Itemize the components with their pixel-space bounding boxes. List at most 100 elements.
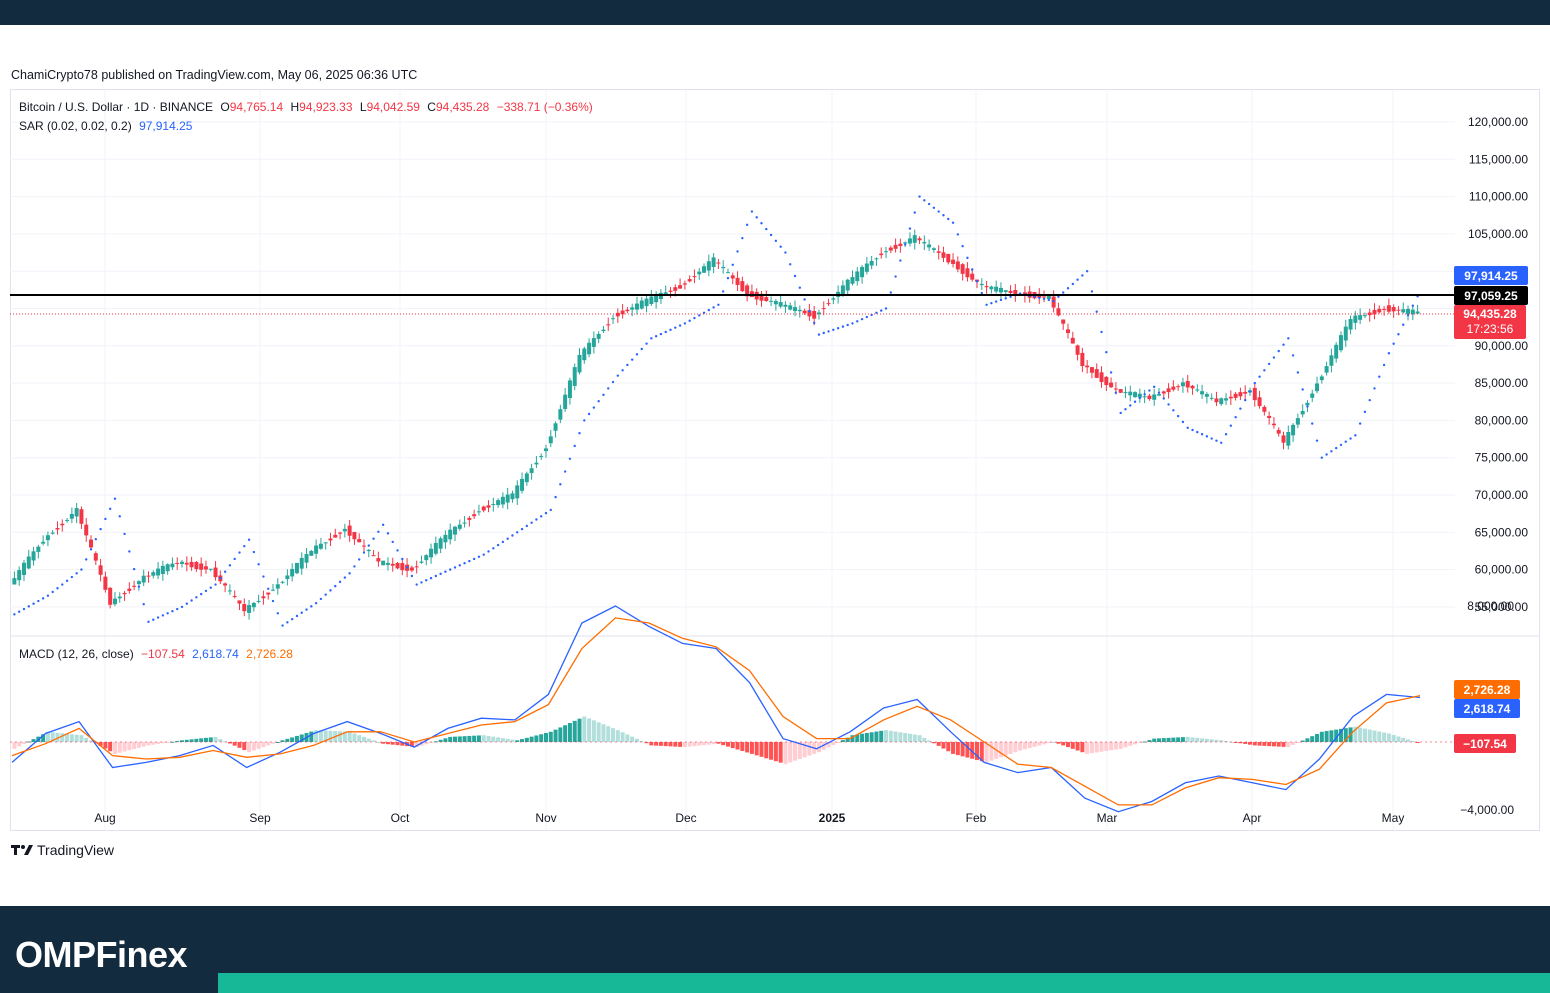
candle-body — [922, 241, 927, 244]
sar-price-text: 97,914.25 — [1464, 269, 1518, 283]
macd-hist-bar — [931, 742, 936, 744]
sar-dot — [348, 572, 351, 575]
sar-dot — [199, 592, 203, 596]
candle-body — [663, 292, 668, 295]
macd-hist-bar — [946, 742, 951, 752]
sar-dot — [334, 584, 337, 588]
sar-dot — [947, 217, 950, 221]
sar-dot — [1272, 356, 1276, 359]
macd-hist-bar — [702, 742, 707, 746]
candle-body — [721, 266, 726, 269]
candle-body — [31, 551, 36, 561]
candle-body — [414, 566, 419, 568]
candle-body — [318, 543, 323, 549]
candle-body — [644, 298, 649, 307]
candle-body — [1377, 308, 1382, 313]
candle-body — [1391, 307, 1396, 312]
macd-hist-bar — [409, 742, 414, 747]
candle-body — [673, 287, 678, 291]
candle-body — [505, 494, 510, 503]
candle-body — [491, 504, 496, 506]
macd-hist-bar — [850, 735, 855, 742]
macd-hist-bar — [1209, 739, 1214, 742]
candle-body — [1089, 367, 1094, 373]
sar-dot — [525, 524, 529, 528]
sar-dot — [774, 239, 778, 243]
candle-body — [1291, 424, 1296, 436]
macd-hist-bar — [984, 742, 989, 763]
macd-hist-bar — [424, 742, 429, 745]
sar-dot — [372, 537, 375, 540]
candle-body — [1396, 309, 1401, 311]
sar-dot — [721, 290, 725, 293]
macd-hist-bar — [543, 733, 548, 742]
sar-dot — [1239, 407, 1242, 410]
sar-dot — [1095, 310, 1098, 313]
candle-body — [127, 588, 132, 591]
sar-dot — [1349, 437, 1352, 440]
macd-hist-bar — [1329, 730, 1334, 742]
sar-dot — [243, 544, 246, 548]
candle-body — [165, 564, 170, 572]
sar-dot — [554, 495, 557, 499]
sar-dot — [1378, 375, 1381, 378]
sar-dot — [171, 609, 174, 613]
candle-body — [1118, 389, 1123, 393]
macd-hist-bar — [376, 742, 381, 743]
chart-frame[interactable] — [10, 89, 1540, 831]
macd-hist-bar — [1372, 730, 1377, 742]
macd-hist-bar — [927, 740, 932, 742]
candle-body — [998, 287, 1003, 293]
candle-body — [769, 300, 774, 302]
sar-dot — [755, 216, 758, 219]
candle-body — [457, 524, 462, 529]
macd-hist-bar — [1180, 737, 1185, 742]
candle-body — [1013, 290, 1018, 296]
macd-hist-bar — [644, 742, 649, 744]
macd-hist-bar — [1152, 738, 1157, 742]
candle-body — [352, 531, 357, 540]
sar-dot — [630, 358, 634, 361]
sar-dot — [233, 557, 236, 561]
sar-dot — [736, 250, 739, 253]
sar-dot — [1330, 450, 1333, 453]
macd-hist-bar — [572, 720, 577, 742]
candle-body — [606, 324, 611, 326]
candle-body — [194, 562, 199, 570]
macd-hist-bar — [1305, 738, 1310, 742]
macd-hist-bar — [285, 738, 290, 742]
candle-body — [630, 307, 635, 310]
macd-hist-bar — [438, 739, 443, 742]
sar-dot — [1306, 405, 1309, 408]
macd-hist-bar — [793, 742, 798, 761]
candle-body — [797, 309, 802, 312]
price-tick-label: 55,000.00 — [1475, 600, 1529, 614]
sar-dot — [812, 321, 816, 325]
macd-hist-bar — [1286, 742, 1291, 748]
sar-dot — [650, 337, 653, 340]
sar-dot — [678, 324, 682, 327]
candle-body — [199, 563, 204, 570]
candle-body — [1315, 383, 1320, 392]
macd-hist-bar — [21, 742, 26, 744]
price-tick-label: 75,000.00 — [1475, 451, 1529, 465]
tradingview-logo[interactable]: TradingView — [11, 842, 114, 858]
candle-body — [989, 286, 994, 290]
candle-body — [654, 294, 659, 303]
sar-dot — [717, 303, 720, 306]
candle-body — [170, 563, 175, 568]
macd-hist-bar — [922, 737, 927, 742]
macd-hist-bar — [362, 736, 366, 742]
macd-line-value: 2,618.74 — [192, 647, 239, 661]
sar-dot — [640, 347, 643, 351]
macd-hist-bar — [89, 740, 94, 742]
sar-dot — [520, 527, 524, 531]
candle-body — [462, 522, 467, 524]
candle-body — [879, 253, 884, 256]
macd-hist-bar — [69, 734, 74, 742]
candle-body — [323, 542, 328, 544]
candle-body — [903, 242, 908, 244]
macd-hist-bar — [1137, 742, 1142, 743]
sar-dot — [415, 583, 418, 586]
